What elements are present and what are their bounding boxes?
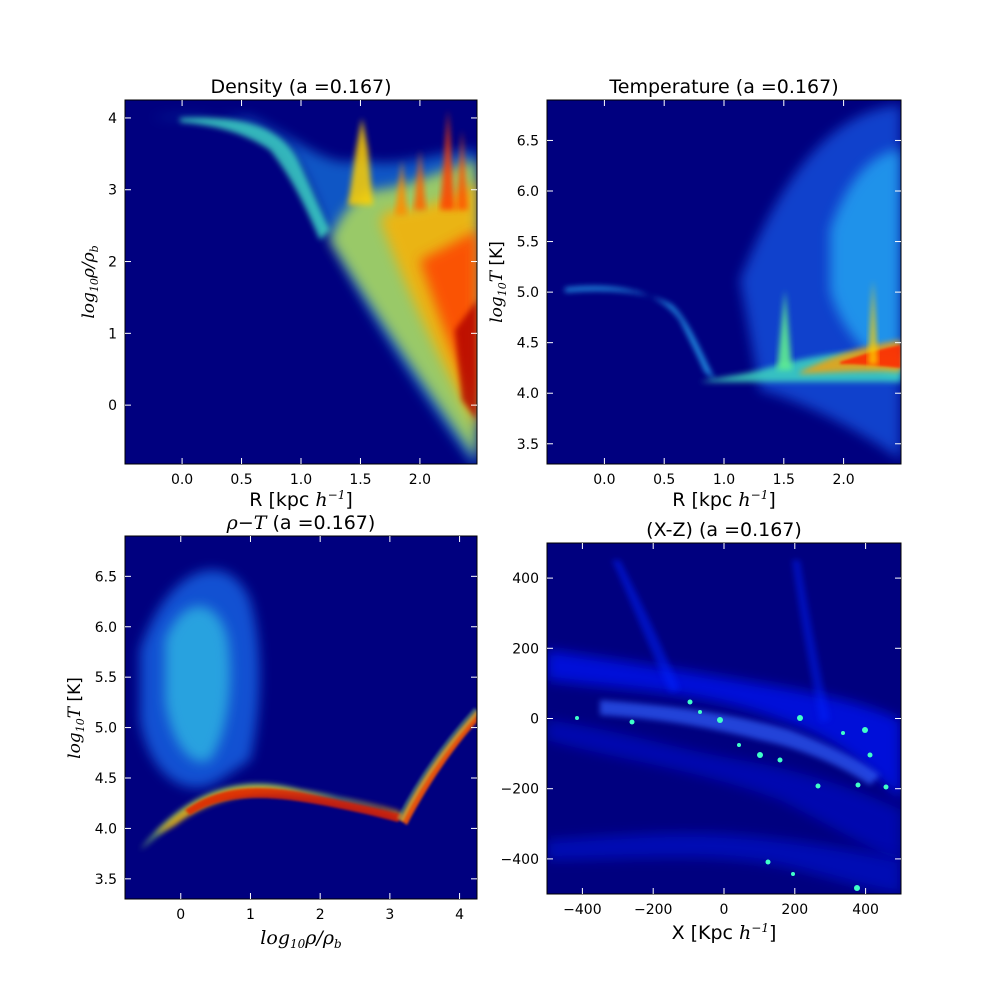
density-x-axis-label: R [kpc h−1] bbox=[249, 488, 353, 511]
density-y-tick-label: 4 bbox=[108, 111, 117, 127]
xz-halos bbox=[575, 699, 889, 891]
xz-y-tick-label: 0 bbox=[530, 712, 539, 728]
rho-t-y-tick-label: 5.0 bbox=[95, 721, 117, 737]
density-y-axis-label: log10ρ/ρb bbox=[79, 245, 101, 318]
temperature-title: Temperature (a =0.167) bbox=[608, 76, 838, 98]
temperature-y-tick-label: 6.5 bbox=[517, 133, 539, 149]
temperature-panel: 0.0 0.5 1.0 1.5 2.0 3.5 4.0 4.5 5.0 5.5 6.0 6.5 Tem… bbox=[487, 76, 902, 511]
xz-panel: −400 −200 0 200 400 −400 −200 0 200 400 (X-Z) (a … bbox=[501, 519, 902, 944]
xz-ticks: −400 −200 0 200 400 −400 −200 0 200 400 bbox=[501, 543, 901, 918]
xz-x-axis-label: X [Kpc h−1] bbox=[672, 921, 777, 944]
rho-t-x-tick-label: 3 bbox=[385, 907, 394, 923]
density-x-tick-label: 2.0 bbox=[409, 472, 431, 488]
temperature-y-tick-label: 3.5 bbox=[517, 437, 539, 453]
temperature-x-tick-label: 0.0 bbox=[593, 472, 615, 488]
rho-t-y-tick-label: 4.0 bbox=[95, 821, 117, 837]
xz-x-tick-label: 400 bbox=[852, 902, 879, 918]
rho-t-y-tick-label: 4.5 bbox=[95, 771, 117, 787]
density-x-tick-label: 1.0 bbox=[290, 472, 312, 488]
density-x-tick-label: 0.5 bbox=[230, 472, 252, 488]
temperature-ticks: 0.0 0.5 1.0 1.5 2.0 3.5 4.0 4.5 5.0 5.5 6.0 6.5 bbox=[517, 100, 901, 488]
rho-t-ticks: 0 1 2 3 4 3.5 4.0 4.5 5.0 5.5 6.0 6.5 bbox=[95, 536, 477, 923]
xz-title: (X-Z) (a =0.167) bbox=[646, 519, 802, 541]
temperature-y-axis-label: log10T [K] bbox=[487, 241, 509, 323]
temperature-x-tick-label: 1.0 bbox=[713, 472, 735, 488]
xz-x-tick-label: −200 bbox=[634, 902, 672, 918]
xz-heatmap bbox=[547, 560, 901, 894]
density-title: Density (a =0.167) bbox=[210, 76, 391, 98]
xz-y-tick-label: 200 bbox=[512, 641, 539, 657]
rho-t-x-tick-label: 0 bbox=[176, 907, 185, 923]
rho-t-panel: 0 1 2 3 4 3.5 4.0 4.5 5.0 5.5 6.0 6.5 ρ−T (a =0.167… bbox=[65, 512, 478, 951]
rho-t-x-tick-label: 2 bbox=[316, 907, 325, 923]
density-ticks: 0.0 0.5 1.0 1.5 2.0 0 1 2 3 4 bbox=[108, 100, 477, 488]
rho-t-x-tick-label: 4 bbox=[455, 907, 464, 923]
density-y-tick-label: 0 bbox=[108, 398, 117, 414]
temperature-y-tick-label: 5.0 bbox=[517, 285, 539, 301]
rho-t-x-axis-label: log10ρ/ρb bbox=[260, 927, 341, 951]
rho-t-heatmap bbox=[140, 570, 477, 850]
density-x-tick-label: 1.5 bbox=[349, 472, 371, 488]
density-x-tick-label: 0.0 bbox=[171, 472, 193, 488]
rho-t-y-tick-label: 3.5 bbox=[95, 872, 117, 888]
temperature-y-tick-label: 5.5 bbox=[517, 235, 539, 251]
density-y-tick-label: 1 bbox=[108, 326, 117, 342]
temperature-y-tick-label: 4.5 bbox=[517, 336, 539, 352]
density-y-tick-label: 3 bbox=[108, 183, 117, 199]
temperature-x-tick-label: 1.5 bbox=[773, 472, 795, 488]
rho-t-y-axis-label: log10T [K] bbox=[65, 677, 87, 759]
rho-t-y-tick-label: 5.5 bbox=[95, 670, 117, 686]
xz-y-tick-label: 400 bbox=[512, 571, 539, 587]
rho-t-y-tick-label: 6.5 bbox=[95, 569, 117, 585]
rho-t-title: ρ−T (a =0.167) bbox=[226, 512, 376, 534]
density-y-tick-label: 2 bbox=[108, 255, 117, 271]
rho-t-x-tick-label: 1 bbox=[246, 907, 255, 923]
density-heatmap bbox=[150, 110, 477, 464]
temperature-y-tick-label: 6.0 bbox=[517, 184, 539, 200]
xz-y-tick-label: −200 bbox=[501, 782, 539, 798]
temperature-y-tick-label: 4.0 bbox=[517, 386, 539, 402]
xz-y-tick-label: −400 bbox=[501, 852, 539, 868]
xz-x-tick-label: 0 bbox=[720, 902, 729, 918]
temperature-heatmap bbox=[565, 105, 901, 460]
temperature-x-axis-label: R [kpc h−1] bbox=[672, 488, 776, 511]
xz-x-tick-label: −400 bbox=[563, 902, 601, 918]
rho-t-y-tick-label: 6.0 bbox=[95, 620, 117, 636]
temperature-x-tick-label: 2.0 bbox=[832, 472, 854, 488]
temperature-x-tick-label: 0.5 bbox=[653, 472, 675, 488]
xz-x-tick-label: 200 bbox=[781, 902, 808, 918]
